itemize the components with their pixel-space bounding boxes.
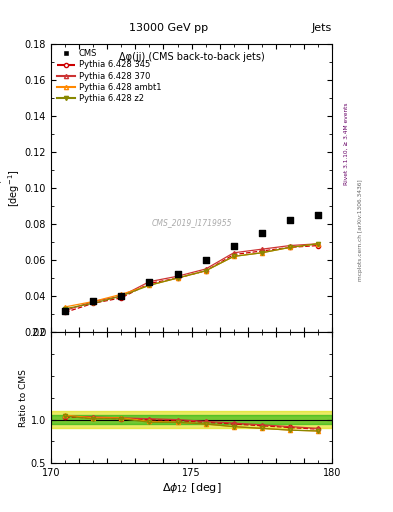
Point [315, 211, 321, 219]
Point [287, 216, 293, 224]
Text: CMS_2019_I1719955: CMS_2019_I1719955 [151, 218, 232, 227]
Point [146, 278, 152, 286]
Bar [51, 415, 332, 424]
Point [90, 297, 96, 306]
Point [118, 292, 125, 300]
X-axis label: $\Delta\phi_{12}$ [deg]: $\Delta\phi_{12}$ [deg] [162, 481, 221, 495]
Text: Jets: Jets [312, 23, 332, 33]
Text: 13000 GeV pp: 13000 GeV pp [129, 23, 209, 33]
Text: Rivet 3.1.10, ≥ 3.4M events: Rivet 3.1.10, ≥ 3.4M events [344, 102, 349, 185]
Point [259, 229, 265, 237]
Text: Δφ(jj) (CMS back-to-back jets): Δφ(jj) (CMS back-to-back jets) [119, 52, 264, 62]
Point [202, 256, 209, 264]
Point [62, 306, 68, 314]
Bar [51, 411, 332, 429]
Text: mcplots.cern.ch [arXiv:1306.3436]: mcplots.cern.ch [arXiv:1306.3436] [358, 180, 363, 281]
Point [174, 270, 181, 279]
Y-axis label: Ratio to CMS: Ratio to CMS [19, 369, 28, 426]
Y-axis label: $\frac{1}{\sigma}\frac{d\sigma}{d\Delta\phi}$
[deg$^{-1}$]: $\frac{1}{\sigma}\frac{d\sigma}{d\Delta\… [0, 169, 22, 207]
Legend: CMS, Pythia 6.428 345, Pythia 6.428 370, Pythia 6.428 ambt1, Pythia 6.428 z2: CMS, Pythia 6.428 345, Pythia 6.428 370,… [55, 48, 163, 104]
Point [231, 242, 237, 250]
